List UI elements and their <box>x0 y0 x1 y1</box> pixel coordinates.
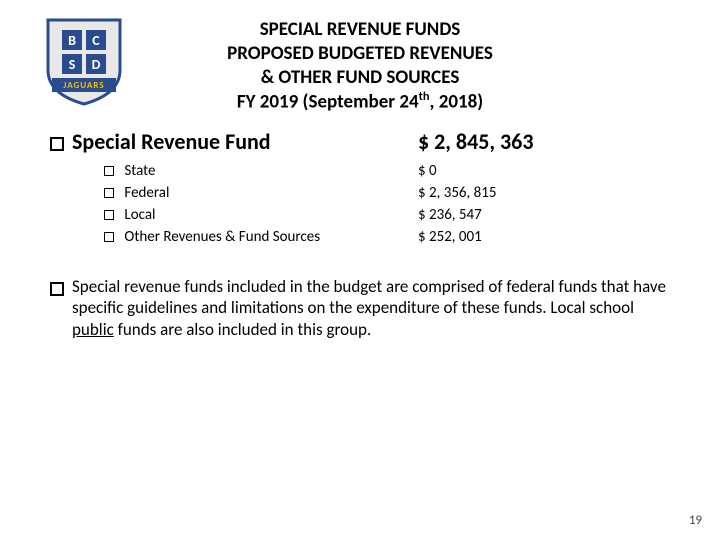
fund-row: Special Revenue Fund <box>50 128 271 155</box>
bullet-box-icon <box>50 282 64 296</box>
title-line-1: SPECIAL REVENUE FUNDS <box>0 18 720 42</box>
title-line-2: PROPOSED BUDGETED REVENUES <box>0 42 720 66</box>
breakdown-labels: State Federal Local Other Revenues & Fun… <box>104 162 320 250</box>
breakdown-label: Other Revenues & Fund Sources <box>124 228 320 246</box>
breakdown-amount: $ 236, 547 <box>418 206 496 224</box>
bullet-box-icon <box>104 166 114 176</box>
bullet-box-icon <box>104 188 114 198</box>
title-line-4: FY 2019 (September 24th, 2018) <box>0 89 720 114</box>
breakdown-label: Local <box>124 206 155 224</box>
note-text-pre: Special revenue funds included in the bu… <box>72 276 666 318</box>
breakdown-amount: $ 0 <box>418 162 496 180</box>
note-paragraph: Special revenue funds included in the bu… <box>50 276 670 340</box>
page-number: 19 <box>689 513 702 528</box>
breakdown-amount: $ 2, 356, 815 <box>418 184 496 202</box>
title-line-3: & OTHER FUND SOURCES <box>0 66 720 90</box>
breakdown-amounts: $ 0 $ 2, 356, 815 $ 236, 547 $ 252, 001 <box>418 162 496 250</box>
breakdown-row: Federal <box>104 184 320 202</box>
breakdown-row: State <box>104 162 320 180</box>
fund-amount: $ 2, 845, 363 <box>418 128 533 155</box>
bullet-box-icon <box>104 210 114 220</box>
breakdown-label: Federal <box>124 184 169 202</box>
fund-label: Special Revenue Fund <box>72 128 271 155</box>
bullet-box-icon <box>50 137 64 151</box>
breakdown-row: Other Revenues & Fund Sources <box>104 228 320 246</box>
breakdown-label: State <box>124 162 155 180</box>
note-text-underlined: public <box>72 319 114 340</box>
breakdown-amount: $ 252, 001 <box>418 228 496 246</box>
slide-title: SPECIAL REVENUE FUNDS PROPOSED BUDGETED … <box>0 18 720 114</box>
breakdown-row: Local <box>104 206 320 224</box>
bullet-box-icon <box>104 232 114 242</box>
note-text-post: funds are also included in this group. <box>114 319 371 340</box>
